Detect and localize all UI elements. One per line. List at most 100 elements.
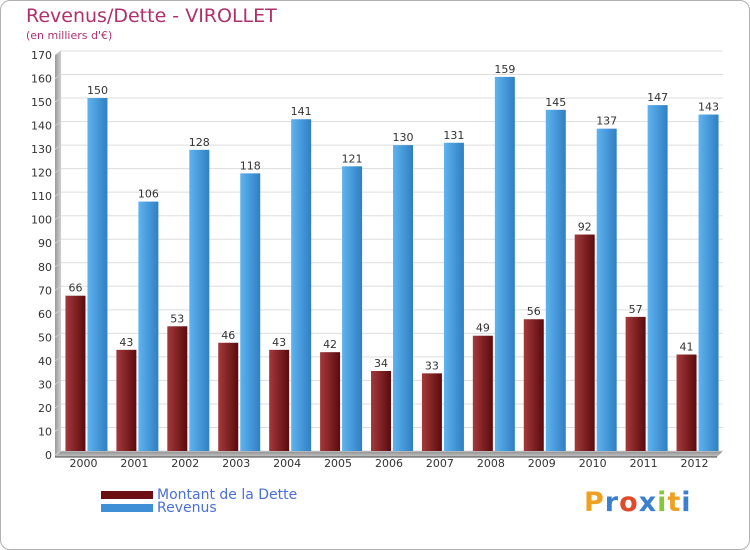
value-label: 130 xyxy=(393,131,414,144)
floor xyxy=(55,451,723,457)
y-tick-label: 0 xyxy=(45,449,52,462)
gridline-wall xyxy=(54,356,62,362)
x-tick-label: 2002 xyxy=(171,457,199,470)
gridline-wall xyxy=(54,191,62,197)
legend-swatch-debt xyxy=(101,491,153,499)
y-tick-label: 30 xyxy=(38,378,52,391)
y-tick-label: 130 xyxy=(31,143,52,156)
value-label: 53 xyxy=(170,312,184,325)
gridline-wall xyxy=(54,97,62,103)
logo-letter: i xyxy=(681,487,692,518)
bar-dette xyxy=(167,326,188,451)
bar-dette xyxy=(472,335,493,451)
x-tick-label: 2012 xyxy=(681,457,709,470)
y-tick-label: 50 xyxy=(38,331,52,344)
y-tick-label: 100 xyxy=(31,214,52,227)
legend-label-revenus: Revenus xyxy=(157,500,217,516)
y-tick-label: 70 xyxy=(38,284,52,297)
bar-dette xyxy=(625,316,646,451)
logo-letter: t xyxy=(667,487,682,518)
bar-dette xyxy=(116,349,137,451)
bar-dette xyxy=(218,342,239,451)
bars xyxy=(65,76,719,451)
bar-revenus xyxy=(87,98,108,451)
x-tick-label: 2004 xyxy=(273,457,301,470)
value-label: 141 xyxy=(291,105,312,118)
value-label: 106 xyxy=(138,188,159,201)
legend-item-debt: Montant de la Dette xyxy=(101,487,297,503)
value-label: 57 xyxy=(629,303,643,316)
value-label: 56 xyxy=(527,305,541,318)
value-label: 147 xyxy=(647,91,668,104)
gridline-wall xyxy=(54,427,62,432)
x-tick-label: 2009 xyxy=(528,457,556,470)
x-tick-label: 2011 xyxy=(630,457,658,470)
gridline-wall xyxy=(54,144,62,150)
legend-swatch-revenus xyxy=(101,504,153,512)
bar-dette xyxy=(65,295,86,451)
y-tick-label: 110 xyxy=(31,190,52,203)
value-label: 33 xyxy=(425,359,439,372)
bar-dette xyxy=(421,373,442,451)
x-tick-label: 2003 xyxy=(222,457,250,470)
value-label: 150 xyxy=(87,84,108,97)
bar-dette xyxy=(574,234,595,451)
value-label: 66 xyxy=(68,282,82,295)
bar-revenus xyxy=(138,201,159,451)
proxiti-logo: Proxiti xyxy=(584,487,692,518)
y-tick-label: 40 xyxy=(38,355,52,368)
bar-dette xyxy=(269,349,290,451)
chart-title: Revenus/Dette - VIROLLET xyxy=(26,5,277,27)
y-tick-label: 80 xyxy=(38,261,52,274)
value-label: 121 xyxy=(342,152,363,165)
y-tick-label: 60 xyxy=(38,308,52,321)
bar-dette xyxy=(676,354,697,451)
bar-dette xyxy=(523,319,544,451)
legend-item-revenus: Revenus xyxy=(101,500,297,516)
logo-letter: o xyxy=(619,487,639,518)
value-label: 42 xyxy=(323,338,337,351)
x-tick-label: 2005 xyxy=(324,457,352,470)
value-label: 34 xyxy=(374,357,388,370)
bar-revenus xyxy=(443,142,464,451)
y-tick-label: 140 xyxy=(31,120,52,133)
bar-revenus xyxy=(291,119,312,451)
value-label: 46 xyxy=(221,329,235,342)
y-tick-label: 160 xyxy=(31,73,52,86)
y-tick-label: 20 xyxy=(38,402,52,415)
value-label: 128 xyxy=(189,136,210,149)
value-label: 145 xyxy=(545,96,566,109)
value-label: 118 xyxy=(240,159,261,172)
gridline-wall xyxy=(54,50,62,56)
y-tick-label: 150 xyxy=(31,96,52,109)
logo-letter: r xyxy=(604,487,620,518)
value-label: 43 xyxy=(272,336,286,349)
value-label: 41 xyxy=(680,341,694,354)
gridline-wall xyxy=(54,332,62,338)
value-label: 49 xyxy=(476,322,490,335)
bar-revenus xyxy=(240,173,261,451)
gridline-wall xyxy=(54,74,62,79)
plot-walls xyxy=(55,51,723,458)
logo-letter: i xyxy=(657,487,668,518)
y-tick-label: 170 xyxy=(31,49,52,62)
bar-revenus xyxy=(189,149,210,451)
x-tick-label: 2006 xyxy=(375,457,403,470)
y-axis: 0 10 20 30 40 50 60 70 80 90 100 110 120 130 140 150 160… xyxy=(31,49,52,462)
legend-label-debt: Montant de la Dette xyxy=(157,487,298,503)
gridline-wall xyxy=(54,309,62,315)
value-label: 92 xyxy=(578,221,592,234)
bar-revenus xyxy=(545,109,566,451)
gridline-wall xyxy=(54,379,62,385)
gridline-wall xyxy=(54,121,62,127)
bar-dette xyxy=(320,352,341,451)
bar-revenus xyxy=(393,145,413,451)
bar-revenus xyxy=(596,128,617,451)
value-labels: 66 150 43 106 53 128 46 118 43 141 42 121 34 130 33 131… xyxy=(68,63,719,372)
bar-revenus xyxy=(494,76,515,451)
gridline-wall xyxy=(54,238,62,244)
bar-revenus xyxy=(698,114,719,451)
x-axis: 2000 2001 2002 2003 2004 2005 2006 2007 2008 2009… xyxy=(69,457,708,470)
gridline-wall xyxy=(54,285,62,291)
